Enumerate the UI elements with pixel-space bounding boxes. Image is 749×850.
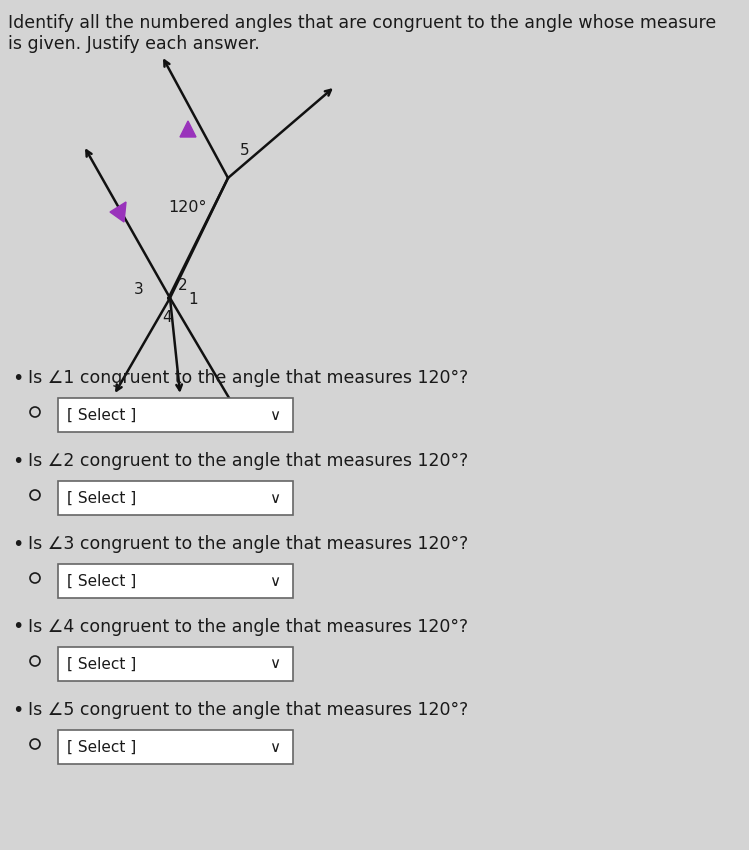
Text: 4: 4 <box>163 310 172 325</box>
Text: 2: 2 <box>178 279 188 293</box>
Text: ∨: ∨ <box>270 574 281 588</box>
Text: [ Select ]: [ Select ] <box>67 740 136 755</box>
Text: 3: 3 <box>134 282 144 297</box>
Text: 1: 1 <box>188 292 198 308</box>
FancyBboxPatch shape <box>58 647 293 681</box>
Text: 120°: 120° <box>168 200 207 215</box>
Text: ∨: ∨ <box>270 407 281 422</box>
Text: ∨: ∨ <box>270 490 281 506</box>
Polygon shape <box>180 121 196 137</box>
Text: •: • <box>12 700 23 719</box>
FancyBboxPatch shape <box>58 398 293 432</box>
Text: Is ∠4 congruent to the angle that measures 120°?: Is ∠4 congruent to the angle that measur… <box>28 618 468 636</box>
FancyBboxPatch shape <box>58 564 293 598</box>
Text: [ Select ]: [ Select ] <box>67 574 136 588</box>
Text: [ Select ]: [ Select ] <box>67 407 136 422</box>
Text: Is ∠5 congruent to the angle that measures 120°?: Is ∠5 congruent to the angle that measur… <box>28 701 468 719</box>
Text: [ Select ]: [ Select ] <box>67 656 136 672</box>
Text: ∨: ∨ <box>270 740 281 755</box>
Text: Is ∠2 congruent to the angle that measures 120°?: Is ∠2 congruent to the angle that measur… <box>28 452 468 470</box>
Text: 5: 5 <box>240 143 249 157</box>
Text: Is ∠1 congruent to the angle that measures 120°?: Is ∠1 congruent to the angle that measur… <box>28 369 468 387</box>
Text: •: • <box>12 617 23 637</box>
Text: ∨: ∨ <box>270 656 281 672</box>
Text: Identify all the numbered angles that are congruent to the angle whose measure: Identify all the numbered angles that ar… <box>8 14 716 32</box>
Text: •: • <box>12 535 23 553</box>
FancyBboxPatch shape <box>58 481 293 515</box>
Text: is given. Justify each answer.: is given. Justify each answer. <box>8 35 260 53</box>
Text: •: • <box>12 369 23 388</box>
Polygon shape <box>110 202 126 222</box>
Text: [ Select ]: [ Select ] <box>67 490 136 506</box>
Text: Is ∠3 congruent to the angle that measures 120°?: Is ∠3 congruent to the angle that measur… <box>28 535 468 553</box>
Text: •: • <box>12 451 23 471</box>
FancyBboxPatch shape <box>58 730 293 764</box>
